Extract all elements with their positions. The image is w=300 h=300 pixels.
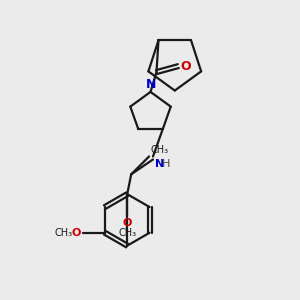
- Text: O: O: [122, 218, 132, 228]
- Text: N: N: [155, 160, 164, 170]
- Text: H: H: [162, 160, 170, 170]
- Text: O: O: [72, 228, 81, 238]
- Text: CH₃: CH₃: [118, 228, 136, 238]
- Text: N: N: [146, 78, 157, 91]
- Text: CH₃: CH₃: [150, 145, 168, 154]
- Text: O: O: [180, 60, 191, 73]
- Text: CH₃: CH₃: [54, 228, 72, 238]
